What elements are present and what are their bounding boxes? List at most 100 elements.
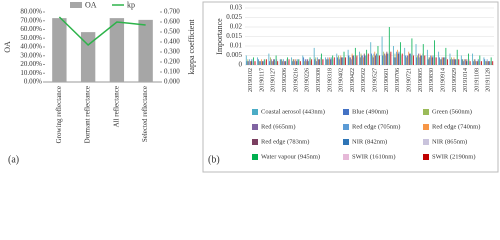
bar xyxy=(397,53,399,65)
bar xyxy=(80,32,96,82)
bar xyxy=(388,27,390,65)
bar xyxy=(468,53,469,65)
bar xyxy=(313,47,315,65)
bar xyxy=(407,55,409,65)
x-tick-label: 20190706 xyxy=(395,68,401,92)
bar xyxy=(405,57,407,65)
bar xyxy=(250,61,252,65)
bar xyxy=(396,51,397,65)
bar xyxy=(404,47,406,65)
bar xyxy=(338,59,340,65)
legend-swatch xyxy=(252,109,258,115)
panel-label: (a) xyxy=(8,154,19,165)
bar xyxy=(379,55,380,65)
bar xyxy=(341,57,343,65)
y2-tick-label: 0.000 xyxy=(164,78,180,86)
bar xyxy=(486,59,488,65)
bar xyxy=(431,57,433,65)
bar xyxy=(339,57,341,65)
legend-label: Coastal aerosol (443nm) xyxy=(261,108,325,115)
bar xyxy=(376,55,378,65)
bar xyxy=(274,59,275,65)
bar xyxy=(421,55,423,65)
bar xyxy=(392,46,394,65)
bar xyxy=(373,53,375,65)
bar xyxy=(474,59,476,65)
bar xyxy=(361,55,363,65)
x-tick-label: 20190117 xyxy=(259,68,265,92)
bar xyxy=(337,55,339,65)
bar xyxy=(360,53,362,65)
bar xyxy=(451,59,453,65)
bar xyxy=(427,59,429,65)
legend-swatch xyxy=(343,139,349,145)
bar xyxy=(320,53,322,65)
bar xyxy=(329,59,331,65)
bar xyxy=(288,59,290,65)
y-tick-label: 0.01 xyxy=(230,42,243,50)
bar xyxy=(283,59,284,65)
bar xyxy=(390,51,392,65)
legend-label: NIR (842nm) xyxy=(352,138,387,145)
x-tick-label: 20190102 xyxy=(248,68,254,92)
bar xyxy=(318,59,320,65)
y2-tick-label: 0.600 xyxy=(164,18,180,26)
bar xyxy=(311,59,313,65)
bar xyxy=(363,53,365,65)
bar xyxy=(319,59,321,65)
bar xyxy=(287,61,289,65)
bar xyxy=(276,59,278,65)
bar xyxy=(327,57,329,65)
bar xyxy=(52,18,67,82)
bar xyxy=(460,55,462,65)
bar xyxy=(262,61,264,65)
x-tick-label: All reflectance xyxy=(112,86,120,127)
bar xyxy=(439,59,441,65)
bar xyxy=(364,55,366,65)
bar xyxy=(340,55,342,65)
bar xyxy=(270,57,271,65)
bar xyxy=(371,53,372,65)
bar xyxy=(277,61,279,65)
bar xyxy=(273,59,275,65)
bar xyxy=(271,61,273,65)
bar xyxy=(285,61,287,65)
bar xyxy=(464,59,466,65)
bar xyxy=(275,55,277,65)
legend-swatch xyxy=(70,2,82,8)
bar xyxy=(487,61,489,65)
bar xyxy=(350,57,351,65)
bar xyxy=(462,59,464,65)
legend-swatch xyxy=(423,124,429,130)
bar xyxy=(394,53,396,65)
bar xyxy=(433,57,435,65)
x-tick-label: 20190830 xyxy=(429,68,435,92)
bar xyxy=(348,55,350,65)
bar xyxy=(466,61,468,65)
bar xyxy=(418,57,420,65)
bar xyxy=(477,59,479,65)
bar xyxy=(370,42,372,65)
bar xyxy=(325,59,327,65)
bar xyxy=(247,59,249,65)
legend-label: Blue (490nm) xyxy=(352,108,388,115)
bar xyxy=(424,55,426,65)
bar xyxy=(279,59,281,65)
bar xyxy=(316,57,318,65)
bar xyxy=(387,53,389,65)
bar xyxy=(440,59,442,65)
bar xyxy=(345,57,347,65)
bar xyxy=(257,57,258,65)
y-tick-label: 0.025 xyxy=(226,13,242,21)
bar xyxy=(295,59,296,65)
bar xyxy=(485,61,486,65)
bar xyxy=(476,61,478,65)
legend-swatch xyxy=(343,109,349,115)
bar xyxy=(253,61,255,65)
bar xyxy=(456,49,458,65)
bar xyxy=(315,57,317,65)
bar xyxy=(417,55,419,65)
bar xyxy=(463,61,465,65)
bar xyxy=(430,55,431,65)
legend-swatch xyxy=(252,154,258,160)
